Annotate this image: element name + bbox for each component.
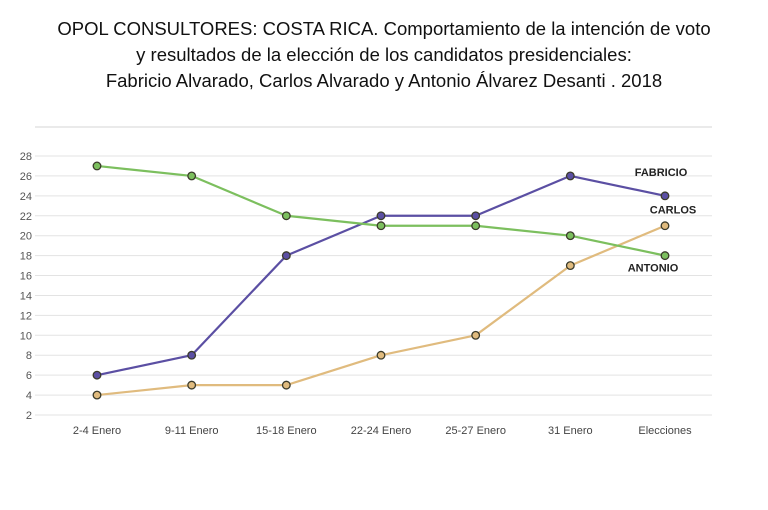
data-point bbox=[471, 221, 481, 231]
x-axis-ticks: 2-4 Enero 9-11 Enero 15-18 Enero 22-24 Ener… bbox=[73, 425, 692, 437]
data-point bbox=[565, 171, 575, 181]
data-point bbox=[660, 191, 670, 201]
data-point bbox=[376, 211, 386, 221]
data-point bbox=[376, 221, 386, 231]
x-tick-label: 9-11 Enero bbox=[165, 425, 219, 437]
data-point bbox=[281, 211, 291, 221]
y-tick-label: 16 bbox=[20, 271, 32, 283]
data-point bbox=[376, 350, 386, 360]
title-line-2: y resultados de la elección de los candi… bbox=[136, 44, 632, 65]
y-tick-label: 24 bbox=[20, 191, 32, 203]
data-point bbox=[281, 251, 291, 261]
data-point bbox=[92, 161, 102, 171]
series-label: ANTONIO bbox=[628, 263, 679, 275]
data-point bbox=[187, 380, 197, 390]
series-fabricio: FABRICIO bbox=[92, 167, 688, 380]
x-tick-label: 31 Enero bbox=[548, 425, 593, 437]
data-point bbox=[660, 251, 670, 261]
x-tick-label: 2-4 Enero bbox=[73, 425, 121, 437]
data-point bbox=[471, 211, 481, 221]
data-point bbox=[660, 221, 670, 231]
series-label: CARLOS bbox=[650, 205, 696, 217]
y-tick-label: 14 bbox=[20, 290, 32, 302]
series-line bbox=[96, 224, 666, 397]
title-line-3: Fabricio Alvarado, Carlos Alvarado y Ant… bbox=[105, 70, 663, 91]
series-antonio: ANTONIO bbox=[92, 161, 679, 275]
y-tick-label: 26 bbox=[20, 171, 32, 183]
y-tick-label: 6 bbox=[26, 370, 32, 382]
chart-title: OPOL CONSULTORES: COSTA RICA. Comportami… bbox=[0, 16, 768, 94]
series-line bbox=[96, 164, 666, 257]
x-tick-label: 22-24 Enero bbox=[351, 425, 412, 437]
y-tick-label: 28 bbox=[20, 151, 32, 163]
data-point bbox=[92, 390, 102, 400]
data-point bbox=[187, 171, 197, 181]
title-line-1: OPOL CONSULTORES: COSTA RICA. Comportami… bbox=[57, 18, 711, 39]
data-point bbox=[281, 380, 291, 390]
data-point bbox=[565, 231, 575, 241]
data-point bbox=[92, 370, 102, 380]
x-tick-label: 15-18 Enero bbox=[256, 425, 317, 437]
y-tick-label: 20 bbox=[20, 231, 32, 243]
y-tick-label: 22 bbox=[20, 211, 32, 223]
gridlines bbox=[35, 155, 712, 416]
data-point bbox=[187, 350, 197, 360]
data-point bbox=[565, 261, 575, 271]
series-label: FABRICIO bbox=[635, 167, 688, 179]
y-tick-label: 10 bbox=[20, 330, 32, 342]
series-carlos: CARLOS bbox=[92, 205, 696, 400]
y-tick-label: 4 bbox=[26, 390, 32, 402]
y-tick-label: 8 bbox=[26, 350, 32, 362]
x-tick-label: 25-27 Enero bbox=[445, 425, 506, 437]
y-tick-label: 2 bbox=[26, 410, 32, 422]
data-point bbox=[471, 330, 481, 340]
x-tick-label: Elecciones bbox=[638, 425, 692, 437]
y-tick-label: 12 bbox=[20, 310, 32, 322]
y-tick-label: 18 bbox=[20, 251, 32, 263]
